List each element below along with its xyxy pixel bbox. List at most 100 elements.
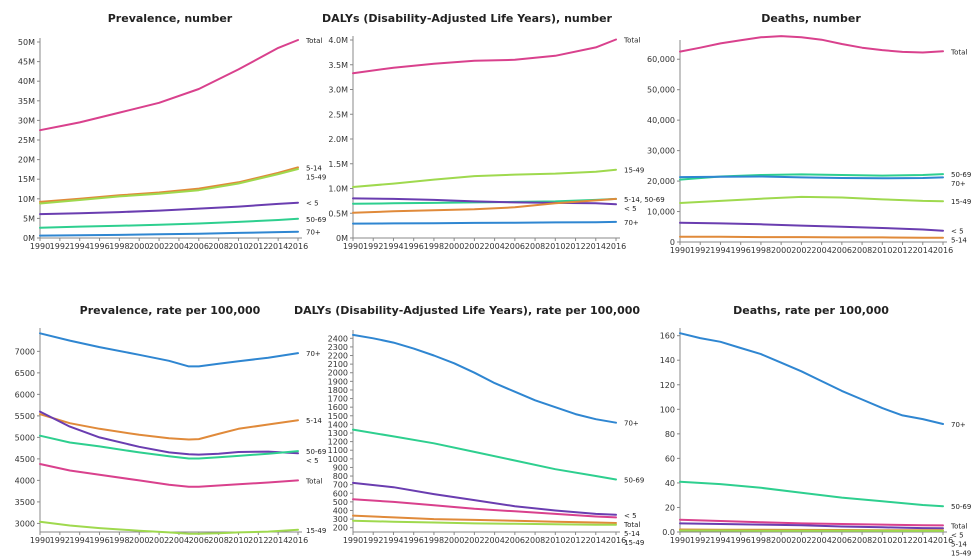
y-tick-label: 10,000 [647, 208, 675, 217]
series-line-total [352, 38, 617, 75]
y-tick-label: 60 [665, 454, 675, 463]
series-line-5-14 [352, 197, 617, 214]
x-tick-label: 2012 [248, 242, 268, 251]
y-tick-label: 5500 [15, 412, 35, 421]
series-line--5 [352, 481, 617, 516]
series-end-label: 15-49 [624, 539, 644, 547]
y-tick-label: 2100 [328, 360, 348, 369]
x-tick-label: 2016 [288, 536, 308, 545]
x-tick-label: 1994 [710, 246, 730, 255]
series-line-5-14 [39, 413, 299, 441]
x-tick-label: 2008 [208, 536, 228, 545]
y-tick-label: 4000 [15, 476, 35, 485]
series-end-label: 5-14 [306, 417, 322, 425]
series-end-label: 50-69 [624, 476, 644, 484]
y-tick-label: 0.5M [328, 209, 348, 218]
series-end-label: 5-14, 50-69 [624, 196, 665, 204]
x-tick-label: 2014 [586, 536, 606, 545]
x-tick-label: 2016 [933, 246, 953, 255]
series-line-15-49 [352, 519, 617, 526]
x-tick-label: 1998 [109, 536, 129, 545]
x-tick-label: 1990 [343, 536, 363, 545]
x-tick-label: 2012 [565, 242, 585, 251]
chart-title: DALYs (Disability-Adjusted Life Years), … [294, 304, 640, 317]
x-tick-label: 2010 [228, 536, 248, 545]
series-end-label: Total [305, 477, 322, 485]
series-line-total [352, 498, 617, 519]
x-tick-label: 2014 [268, 536, 288, 545]
x-tick-label: 1998 [109, 242, 129, 251]
y-tick-label: 7000 [15, 347, 35, 356]
x-tick-label: 2004 [169, 242, 189, 251]
x-tick-label: 1994 [383, 242, 403, 251]
y-tick-label: 1100 [328, 446, 348, 455]
series-line-70- [679, 175, 944, 180]
series-line-5-14 [352, 514, 617, 524]
y-tick-label: 100 [660, 405, 675, 414]
x-tick-label: 1992 [50, 536, 70, 545]
series-line-5-14 [39, 166, 299, 203]
y-tick-label: 3.5M [328, 61, 348, 70]
series-end-label: 15-49 [306, 527, 326, 535]
y-tick-label: 0M [23, 234, 35, 243]
y-tick-label: 30M [18, 116, 35, 125]
x-tick-label: 2012 [248, 536, 268, 545]
series-end-label: 15-49 [306, 173, 326, 181]
x-tick-label: 2014 [913, 536, 933, 545]
x-tick-label: 2010 [545, 242, 565, 251]
x-tick-label: 2002 [149, 242, 169, 251]
series-line--5 [679, 522, 944, 530]
x-tick-label: 2004 [811, 246, 831, 255]
series-line-50-69 [679, 480, 944, 508]
series-line-70- [39, 230, 299, 237]
series-end-label: 70+ [624, 219, 639, 227]
chart-panel-4: Prevalence, rate per 100,000 3000 3500 4000… [15, 304, 327, 545]
y-tick-label: 40M [18, 77, 35, 86]
x-tick-label: 1990 [670, 246, 690, 255]
x-tick-label: 1990 [670, 536, 690, 545]
x-tick-label: 1992 [50, 242, 70, 251]
series-end-label: 5-14 [624, 530, 640, 538]
y-tick-label: 2200 [328, 352, 348, 361]
chart-title: Prevalence, number [108, 12, 233, 25]
x-tick-label: 1996 [89, 242, 109, 251]
series-end-label: 50-69 [951, 503, 971, 511]
y-tick-label: 1200 [328, 438, 348, 447]
series-end-label: < 5 [624, 205, 637, 213]
series-end-label: < 5 [951, 228, 964, 236]
x-tick-label: 1994 [383, 536, 403, 545]
x-tick-label: 2002 [791, 246, 811, 255]
series-end-label: Total [950, 48, 967, 56]
series-end-label: Total [623, 37, 640, 45]
chart-panel-2: DALYs (Disability-Adjusted Life Years), … [322, 12, 665, 251]
series-end-label: 50-69 [306, 448, 326, 456]
series-end-label: 15-49 [951, 549, 971, 557]
y-tick-label: 3000 [15, 519, 35, 528]
x-tick-label: 1992 [363, 536, 383, 545]
y-tick-label: 6500 [15, 369, 35, 378]
y-tick-label: 40 [665, 479, 675, 488]
y-tick-label: 1.0M [328, 185, 348, 194]
y-tick-label: 80 [665, 430, 675, 439]
series-end-label: < 5 [306, 200, 319, 208]
x-tick-label: 2000 [444, 536, 464, 545]
y-tick-label: 40,000 [647, 116, 675, 125]
x-tick-label: 2008 [208, 242, 228, 251]
series-line-total [679, 518, 944, 527]
y-tick-label: 35M [18, 97, 35, 106]
x-tick-label: 2010 [228, 242, 248, 251]
x-tick-label: 2010 [545, 536, 565, 545]
y-tick-label: 5000 [15, 433, 35, 442]
x-tick-label: 2004 [484, 242, 504, 251]
x-tick-label: 2008 [852, 536, 872, 545]
y-tick-label: 2400 [328, 334, 348, 343]
x-tick-label: 1996 [731, 246, 751, 255]
y-tick-label: 1500 [328, 412, 348, 421]
chart-title: Deaths, number [761, 12, 861, 25]
series-line--5 [679, 221, 944, 232]
chart-panel-6: Deaths, rate per 100,000 0.0 20 40 60 80 100 12… [660, 304, 972, 557]
y-tick-label: 300 [333, 515, 348, 524]
y-tick-label: 1800 [328, 386, 348, 395]
x-tick-label: 2002 [464, 536, 484, 545]
